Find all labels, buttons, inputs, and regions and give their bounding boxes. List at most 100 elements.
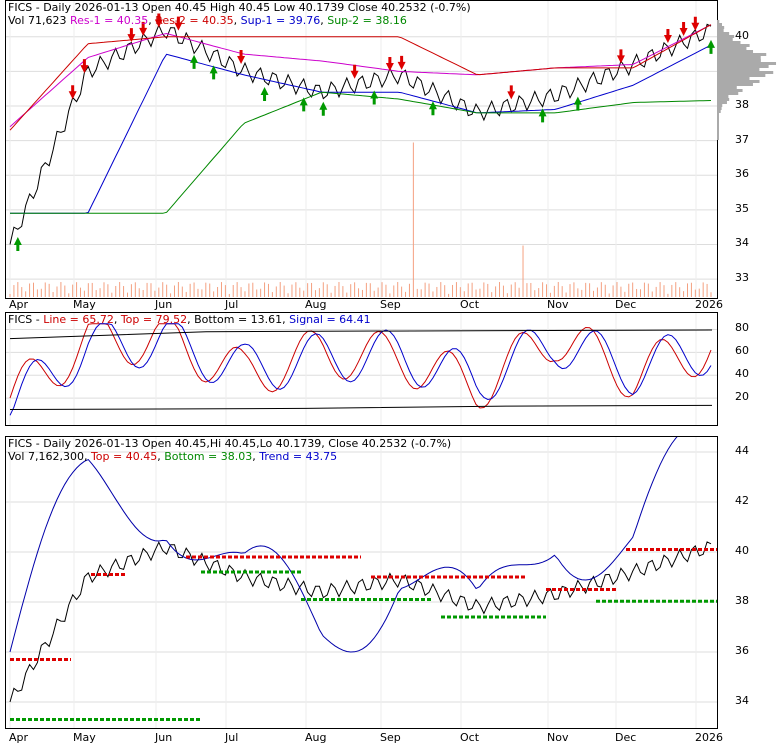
down-arrow	[154, 13, 163, 28]
x-tick-label: Nov	[547, 298, 569, 311]
up-arrow	[707, 39, 715, 54]
up-arrow	[319, 101, 328, 116]
volume-profile-bar	[717, 122, 719, 125]
x-tick-label: Aug	[305, 298, 327, 311]
volume-profile-bar	[717, 23, 722, 26]
oscillator-chart	[6, 313, 717, 425]
y-tick-label: 44	[735, 444, 749, 457]
oscillator-legend: FICS - Line = 65.72, Top = 79.52, Bottom…	[8, 313, 371, 326]
volume-profile	[717, 20, 777, 140]
volume-profile-bar	[717, 20, 720, 23]
y-tick-label: 38	[735, 594, 749, 607]
volume-profile-bar	[717, 56, 761, 59]
volume-profile-bar	[717, 125, 719, 128]
res2-line	[9, 24, 712, 131]
volume-profile-bar	[717, 86, 737, 89]
osc-symbol: FICS	[8, 313, 33, 326]
x-tick-label: May	[73, 731, 96, 744]
y-tick-label: 35	[735, 201, 749, 215]
trend-vol-label: Vol 7,162,300	[8, 450, 84, 463]
y-tick-label: 38	[735, 98, 749, 111]
volume-profile-bar	[717, 77, 750, 80]
x-tick-label: Nov	[547, 731, 569, 744]
x-tick-label: Jul	[225, 731, 239, 744]
x-tick-label: Jun	[155, 298, 173, 311]
volume-profile-bar	[717, 62, 777, 65]
down-arrow	[679, 22, 688, 37]
trend-title: FICS - Daily 2026-01-13 Open 40.45,Hi 40…	[8, 437, 452, 450]
sup1-line	[10, 44, 712, 214]
close-series-line	[9, 23, 712, 245]
osc-bottom-label: Bottom = 13.61	[194, 313, 283, 326]
volume-profile-bar	[717, 32, 730, 35]
res1-line	[9, 24, 712, 128]
osc-top-line	[9, 329, 713, 340]
x-tick-label: Jun	[155, 731, 173, 744]
y-tick-label: 37	[735, 132, 749, 146]
trend-top-label: Top = 40.45	[90, 450, 158, 463]
osc-signal-label: Signal = 64.41	[289, 313, 371, 326]
volume-profile-bar	[717, 59, 761, 62]
x-tick-label: Apr	[9, 298, 29, 311]
volume-profile-bar	[717, 50, 754, 53]
y-tick-label: 36	[735, 167, 749, 181]
down-arrow	[397, 55, 406, 70]
volume-profile-bar	[717, 131, 719, 134]
y-tick-label: 40	[735, 544, 749, 557]
volume-profile-bar	[717, 98, 730, 101]
trend-label: Trend = 43.75	[259, 450, 338, 463]
x-tick-label: May	[73, 298, 96, 311]
y-tick-label: 34	[735, 236, 749, 250]
volume-profile-bar	[717, 116, 719, 119]
y-tick-label: 20	[735, 390, 749, 404]
up-arrow	[538, 108, 547, 123]
up-arrow	[370, 90, 379, 105]
volume-profile-bar	[717, 53, 767, 56]
volume-profile-bar	[717, 74, 766, 77]
down-arrow	[507, 85, 516, 100]
x-tick-label: Aug	[305, 731, 327, 744]
trend-legend: Vol 7,162,300, Top = 40.45, Bottom = 38.…	[8, 450, 338, 463]
up-arrow	[428, 101, 437, 116]
x-tick-label: Dec	[615, 731, 637, 744]
y-tick-label: 36	[735, 644, 749, 657]
trend-line	[9, 437, 678, 653]
volume-profile-bar	[717, 119, 719, 122]
down-arrow	[237, 49, 246, 64]
sup1-label: Sup-1 = 39.76	[240, 14, 321, 27]
y-tick-label: 34	[735, 694, 749, 707]
volume-profile-bar	[717, 113, 719, 116]
x-tick-label: Oct	[460, 298, 480, 311]
x-tick-label: Sep	[380, 298, 401, 311]
x-tick-label: 2026	[695, 298, 723, 311]
down-arrow	[691, 16, 700, 31]
volume-profile-bar	[717, 110, 721, 113]
volume-profile-bar	[717, 41, 741, 44]
volume-profile-bar	[717, 137, 719, 140]
volume-profile-bar	[717, 104, 723, 107]
volume-profile-bar	[717, 26, 725, 29]
x-tick-label: 2026	[695, 731, 723, 744]
volume-profile-bar	[717, 44, 750, 47]
trend-panel: FICS - Daily 2026-01-13 Open 40.45,Hi 40…	[5, 436, 718, 729]
trend-chart	[6, 437, 717, 728]
price-legend: Vol 71,623 Res-1 = 40.35, Res-2 = 40.35,…	[8, 14, 407, 27]
down-arrow	[616, 49, 625, 64]
volume-profile-bar	[717, 29, 724, 32]
down-arrow	[385, 56, 394, 71]
volume-profile-bar	[717, 80, 760, 83]
volume-profile-bar	[717, 89, 743, 92]
res1-label: Res-1 = 40.35	[69, 14, 149, 27]
y-tick-label: 40	[735, 367, 749, 381]
volume-profile-bar	[717, 134, 719, 137]
volume-profile-bar	[717, 107, 722, 110]
volume-profile-bar	[717, 128, 719, 131]
y-tick-label: 33	[735, 271, 749, 285]
sup2-label: Sup-2 = 38.16	[327, 14, 407, 27]
close-series-line	[9, 541, 712, 703]
down-arrow	[663, 28, 672, 43]
up-arrow	[209, 65, 218, 80]
y-tick-label: 42	[735, 494, 749, 507]
volume-profile-bar	[717, 92, 739, 95]
volume-profile-bar	[717, 68, 760, 71]
